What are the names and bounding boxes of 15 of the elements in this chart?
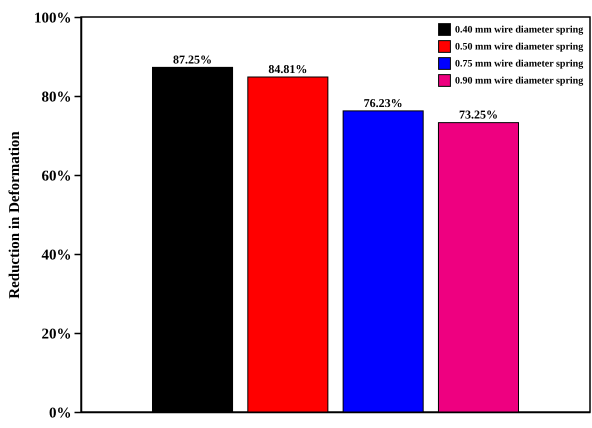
- data-label: 87.25%: [173, 52, 212, 66]
- legend-label: 0.75 mm wire diameter spring: [455, 58, 584, 70]
- data-label: 73.25%: [458, 108, 498, 122]
- y-axis-title: Reduction in Deformation: [7, 130, 23, 299]
- legend-label: 0.90 mm wire diameter spring: [455, 76, 584, 86]
- legend-label: 0.50 mm wire diameter spring: [455, 42, 584, 52]
- y-tick-label: 60%: [42, 168, 72, 184]
- data-label: 84.81%: [268, 62, 308, 76]
- y-tick-label: 0%: [49, 406, 72, 422]
- y-tick-label: 80%: [42, 90, 72, 106]
- data-label: 76.23%: [364, 96, 403, 110]
- legend-label: 0.40 mm wire diameter spring: [455, 24, 584, 36]
- y-tick-label: 100%: [34, 10, 72, 26]
- y-tick-label: 40%: [42, 248, 72, 264]
- y-tick-label: 20%: [42, 326, 72, 342]
